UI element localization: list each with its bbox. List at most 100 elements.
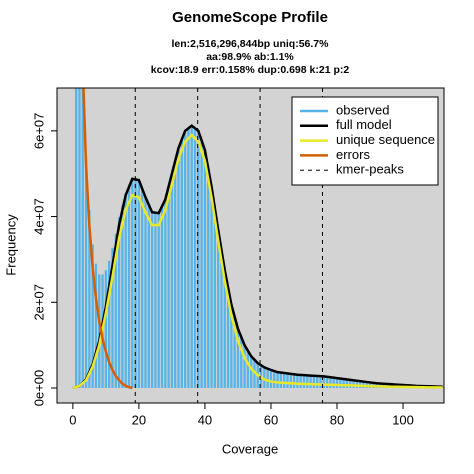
bar: [349, 379, 352, 388]
bar: [160, 207, 164, 388]
bar: [243, 345, 246, 388]
y-tick-label: 4e+07: [31, 198, 46, 235]
chart-title: GenomeScope Profile: [172, 9, 328, 26]
bar: [88, 210, 91, 388]
bar: [127, 184, 131, 388]
bar: [210, 186, 213, 388]
bar: [177, 148, 180, 388]
plot-area: [72, 88, 444, 403]
bar: [339, 378, 342, 388]
x-tick-label: 60: [264, 412, 278, 427]
bar: [190, 125, 193, 388]
bar: [352, 380, 355, 388]
bar: [183, 130, 187, 388]
x-tick-label: 0: [69, 412, 76, 427]
bar: [296, 374, 299, 388]
bar: [220, 250, 223, 388]
bar: [250, 356, 253, 388]
bar: [98, 274, 101, 388]
bar: [269, 370, 273, 388]
bar: [114, 233, 117, 388]
bar: [197, 130, 200, 388]
subtitle: kcov:18.9 err:0.158% dup:0.698 k:21 p:2: [151, 64, 350, 76]
bar: [226, 288, 230, 388]
bar: [167, 186, 170, 388]
bar: [216, 229, 220, 388]
bar: [164, 199, 167, 388]
x-tick-label: 20: [132, 412, 146, 427]
legend-label: observed: [336, 102, 389, 117]
line: [82, 88, 133, 390]
x-axis-label: Coverage: [222, 441, 278, 456]
legend-label: kmer-peaks: [336, 162, 404, 177]
bar: [81, 88, 84, 388]
bar: [240, 337, 243, 388]
bar: [322, 376, 325, 388]
y-tick-label: 0e+00: [31, 370, 46, 407]
bar: [319, 376, 322, 388]
line: [72, 124, 443, 390]
bar: [329, 377, 332, 388]
bar: [124, 193, 127, 388]
bar: [316, 376, 319, 388]
bar: [78, 88, 81, 389]
bar: [289, 373, 292, 388]
bar: [302, 375, 306, 388]
x-tick-label: 40: [198, 412, 212, 427]
bar: [91, 244, 94, 388]
bar: [233, 317, 236, 388]
legend-label: unique sequence: [336, 132, 435, 147]
bar: [121, 205, 124, 388]
legend-label: full model: [336, 117, 392, 132]
bar: [223, 270, 226, 388]
x-tick-label: 100: [392, 412, 414, 427]
y-tick-label: 6e+07: [31, 113, 46, 150]
bar: [154, 214, 157, 388]
bar: [345, 379, 349, 388]
bar: [193, 127, 197, 388]
bar: [276, 372, 279, 388]
bar: [309, 375, 312, 388]
bar: [131, 178, 134, 388]
bar: [187, 127, 190, 388]
bar: [236, 328, 240, 388]
legend-label: errors: [336, 147, 370, 162]
bar: [263, 367, 266, 388]
subtitle: len:2,516,296,844bp uniq:56.7%: [172, 38, 330, 50]
plot-frame: [56, 87, 445, 404]
bar: [246, 351, 250, 388]
bar: [108, 260, 111, 388]
bar: [84, 156, 88, 388]
bar: [332, 377, 335, 388]
bar: [144, 197, 147, 388]
bar: [137, 180, 141, 388]
bar: [355, 380, 358, 388]
bar: [213, 208, 216, 388]
bar: [253, 360, 256, 388]
bar: [335, 378, 339, 388]
bar: [157, 213, 160, 388]
bar: [292, 374, 296, 388]
line: [72, 133, 443, 390]
bar: [342, 379, 345, 388]
bar: [207, 167, 210, 388]
bar: [170, 173, 174, 388]
bar: [283, 373, 286, 388]
bar: [203, 150, 207, 388]
bar: [150, 212, 154, 388]
subtitle: aa:98.9% ab:1.1%: [206, 51, 294, 63]
y-tick-label: 2e+07: [31, 284, 46, 321]
bar: [286, 373, 289, 388]
bar: [230, 304, 233, 388]
bar: [104, 270, 108, 388]
x-tick-label: 80: [330, 412, 344, 427]
bar: [312, 375, 316, 388]
bar: [94, 263, 98, 388]
bar: [174, 160, 177, 388]
bar: [200, 139, 203, 388]
bar: [279, 372, 283, 388]
bar: [111, 247, 114, 388]
bar: [273, 370, 276, 388]
bar: [147, 205, 150, 388]
